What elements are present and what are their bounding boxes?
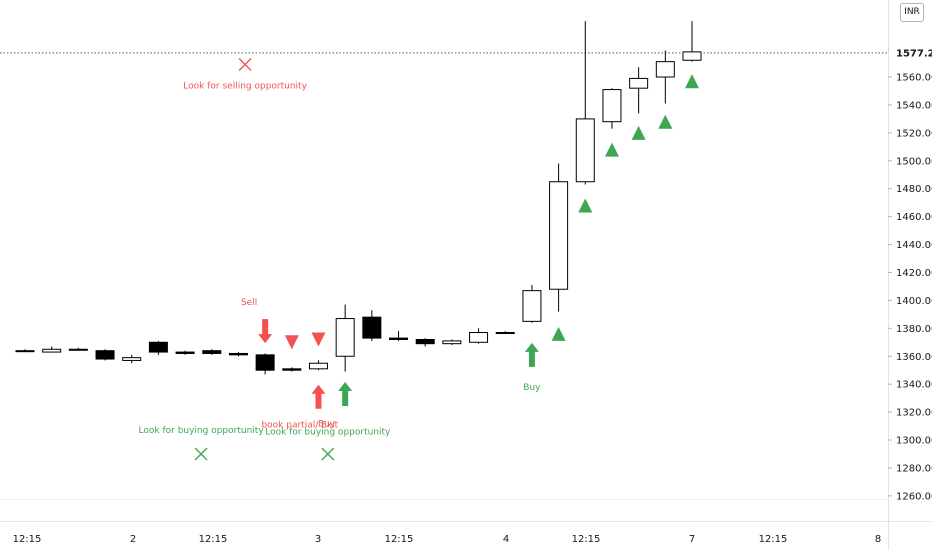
y-tick-label: 1480.00 bbox=[896, 184, 932, 195]
x-tick-label: 4 bbox=[503, 534, 509, 545]
candle-down bbox=[202, 350, 222, 354]
candle-down bbox=[175, 351, 195, 354]
signal-arrow-up bbox=[524, 342, 539, 367]
x-tick-label: 3 bbox=[315, 534, 321, 545]
y-tick-label: 1520.00 bbox=[896, 128, 932, 139]
signal-triangle-up bbox=[658, 114, 673, 129]
signal-triangle-up bbox=[631, 125, 646, 140]
candle-down bbox=[389, 337, 409, 340]
x-tick-label: 12:15 bbox=[759, 534, 788, 545]
candle-down bbox=[282, 368, 302, 371]
candle-up bbox=[629, 77, 649, 89]
candle-up bbox=[549, 181, 569, 290]
candle-up bbox=[68, 348, 88, 351]
y-tick-label: 1340.00 bbox=[896, 380, 932, 391]
candle-up bbox=[442, 340, 462, 345]
signal-triangle-up bbox=[685, 74, 699, 89]
x-tick-label: 12:15 bbox=[572, 534, 601, 545]
y-tick-label: 1400.00 bbox=[896, 296, 932, 307]
y-tick-label: 1540.00 bbox=[896, 100, 932, 111]
annotation-label: Sell bbox=[241, 298, 257, 308]
signal-arrow-up bbox=[311, 384, 326, 409]
y-tick-label: 1500.00 bbox=[896, 156, 932, 167]
candle-down bbox=[415, 338, 435, 345]
candle-up bbox=[655, 61, 675, 78]
candle-down bbox=[362, 316, 382, 339]
signal-arrow-up bbox=[338, 381, 353, 406]
annotation-label: Buy bbox=[523, 383, 541, 393]
annotation-label: Look for buying opportunity bbox=[139, 426, 265, 436]
x-tick-label: 12:15 bbox=[385, 534, 414, 545]
last-price-tag bbox=[889, 44, 932, 61]
candle-up bbox=[682, 51, 702, 61]
candle-up bbox=[575, 118, 595, 183]
signal-triangle-up bbox=[551, 326, 566, 341]
candle-up bbox=[522, 290, 542, 322]
candle-up bbox=[42, 348, 62, 353]
signal-triangle-up bbox=[578, 198, 593, 213]
annotation-label: Look for buying opportunity bbox=[265, 428, 391, 438]
candle-down bbox=[228, 352, 248, 356]
x-tick-label: 2 bbox=[130, 534, 136, 545]
candle-down bbox=[255, 354, 275, 371]
annotation-label: Look for selling opportunity bbox=[183, 81, 307, 91]
candle-up bbox=[602, 89, 622, 123]
y-tick-label: 1300.00 bbox=[896, 436, 932, 447]
y-tick-label: 1320.00 bbox=[896, 408, 932, 419]
y-tick-label: 1460.00 bbox=[896, 212, 932, 223]
y-tick-label: 1360.00 bbox=[896, 352, 932, 363]
candle-up bbox=[335, 318, 355, 357]
currency-label[interactable]: INR bbox=[900, 3, 924, 22]
x-tick-label: 12:15 bbox=[199, 534, 228, 545]
candle-up bbox=[15, 350, 35, 353]
candle-up bbox=[469, 332, 489, 343]
y-tick-label: 1380.00 bbox=[896, 324, 932, 335]
signal-cross bbox=[238, 57, 252, 71]
y-tick-label: 1280.00 bbox=[896, 463, 932, 474]
signal-triangle-down bbox=[311, 332, 326, 347]
annotation-label: book partial/ Exit bbox=[261, 421, 338, 431]
y-tick-label: 1260.00 bbox=[896, 491, 932, 502]
signal-arrow-down bbox=[258, 319, 273, 344]
y-tick-label: 1420.00 bbox=[896, 268, 932, 279]
signal-triangle-down bbox=[284, 335, 299, 350]
annotation-label: Buy bbox=[318, 419, 336, 429]
candle-up bbox=[308, 362, 328, 370]
signal-cross bbox=[194, 447, 208, 461]
signal-cross bbox=[321, 447, 335, 461]
candle-down bbox=[148, 341, 168, 353]
y-tick-label: 1440.00 bbox=[896, 240, 932, 251]
x-tick-label: 8 bbox=[875, 534, 881, 545]
x-tick-label: 12:15 bbox=[13, 534, 42, 545]
candle-up bbox=[122, 357, 142, 361]
signal-triangle-up bbox=[604, 142, 619, 157]
candle-down bbox=[95, 350, 115, 360]
last-price-value: 1577.25 bbox=[896, 48, 932, 59]
y-tick-label: 1560.00 bbox=[896, 73, 932, 84]
candle-up bbox=[495, 332, 515, 335]
x-tick-label: 7 bbox=[689, 534, 695, 545]
